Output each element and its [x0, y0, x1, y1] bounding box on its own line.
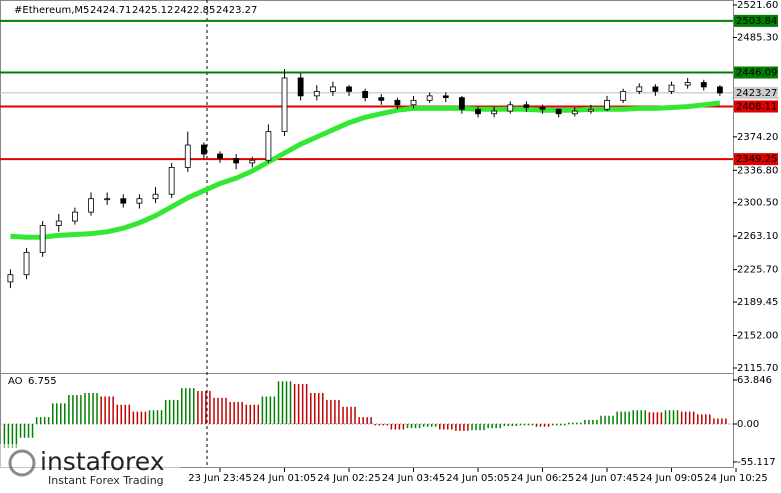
logo: instaforex Instant Forex Trading [0, 444, 180, 489]
candle-body [313, 90, 320, 97]
x-tick-label: 24 Jun 10:25 [704, 473, 768, 484]
candle-body [329, 86, 336, 92]
candle-body [410, 99, 417, 106]
x-tick-label: 24 Jun 07:45 [575, 473, 639, 484]
last-price-bg [734, 86, 778, 99]
level-label-bg [734, 100, 778, 113]
indicator-name: AO [8, 376, 23, 387]
candle-body [588, 108, 594, 112]
x-tick-label: 24 Jun 09:05 [640, 473, 704, 484]
y-tick-label: 2300.50 [737, 198, 778, 209]
candle-body [491, 110, 498, 115]
candle-body [620, 90, 627, 101]
candle-body [346, 86, 352, 92]
y-tick-label: 2115.70 [737, 363, 778, 374]
y-tick-label: 2225.70 [737, 265, 778, 276]
candle-body [233, 158, 240, 164]
candle-body [426, 95, 433, 101]
indicator-value: 6.755 [28, 376, 57, 387]
level-label: 2408.11 [736, 101, 777, 112]
candle-body [475, 108, 481, 115]
x-tick-label: 24 Jun 05:05 [446, 473, 510, 484]
y-tick-label: 2152.00 [737, 331, 778, 342]
candle-body [55, 220, 62, 226]
candle-body [23, 251, 30, 276]
candle-body [555, 108, 562, 115]
candle-body [136, 198, 143, 204]
candle-body [394, 99, 401, 106]
candle-body [684, 82, 691, 86]
candle-body [378, 97, 385, 101]
x-tick-label: 24 Jun 02:25 [317, 473, 381, 484]
candle-body [200, 144, 207, 155]
y-tick-label: 2336.80 [737, 165, 778, 176]
y-tick-label: 2189.45 [737, 297, 778, 308]
candle-body [72, 211, 78, 222]
logo-bg [0, 444, 180, 489]
header-value: 2424.71 [90, 5, 131, 16]
candle-body [297, 77, 304, 97]
candle-body [281, 77, 288, 133]
candle-body [104, 198, 111, 201]
candle-body [7, 274, 14, 283]
level-label-bg [734, 66, 778, 79]
logo-text: instaforex [40, 447, 165, 476]
header-value: 2422.85 [174, 5, 215, 16]
y-tick-label: 2263.10 [737, 231, 778, 242]
candle-body [636, 86, 643, 92]
candle-body [668, 84, 675, 92]
candle-body [700, 82, 707, 88]
y-tick-label: -55.117 [737, 457, 776, 468]
candle-body [184, 144, 191, 168]
candle-body [362, 90, 369, 99]
level-label-bg [734, 153, 778, 166]
candle-body [604, 99, 610, 110]
level-label: 2446.09 [736, 68, 777, 79]
candle-body [442, 95, 449, 99]
candle-body [652, 86, 659, 92]
x-tick-label: 24 Jun 06:25 [511, 473, 575, 484]
candle-body [539, 107, 546, 110]
candle-body [120, 198, 127, 204]
level-label: 2503.84 [736, 16, 777, 27]
candle-body [571, 110, 578, 115]
candle-body [717, 86, 723, 94]
candle-body [458, 97, 465, 110]
candle-body [523, 104, 530, 108]
y-tick-label: 2485.30 [737, 32, 778, 43]
y-tick-label: 2521.60 [737, 0, 778, 11]
candle-body [507, 104, 514, 112]
logo-tagline: Instant Forex Trading [48, 474, 164, 487]
y-tick-label: 0.00 [737, 419, 759, 430]
symbol: #Ethereum,M5 [14, 5, 89, 16]
marks [0, 19, 733, 449]
moving-average [10, 100, 721, 240]
candle-body [152, 193, 159, 200]
y-tick-label: 63.846 [737, 375, 772, 386]
header-value: 2425.12 [132, 5, 173, 16]
level-label: 2349.25 [736, 154, 777, 165]
candle-body [168, 167, 175, 195]
logo-icon [8, 449, 36, 477]
x-tick-label: 24 Jun 03:45 [382, 473, 446, 484]
candle-body [88, 198, 94, 213]
x-tick-label: 24 Jun 01:05 [253, 473, 317, 484]
plot-frame [0, 0, 734, 468]
candle-body [39, 225, 46, 253]
candle-body [217, 153, 223, 159]
candle-body [265, 131, 272, 161]
level-label-bg [734, 14, 778, 27]
x-tick-label: 23 Jun 23:45 [188, 473, 252, 484]
candle-body [249, 159, 256, 164]
last-price-label: 2423.27 [736, 88, 777, 99]
y-tick-label: 2374.20 [737, 132, 778, 143]
header-value: 2423.27 [216, 5, 257, 16]
